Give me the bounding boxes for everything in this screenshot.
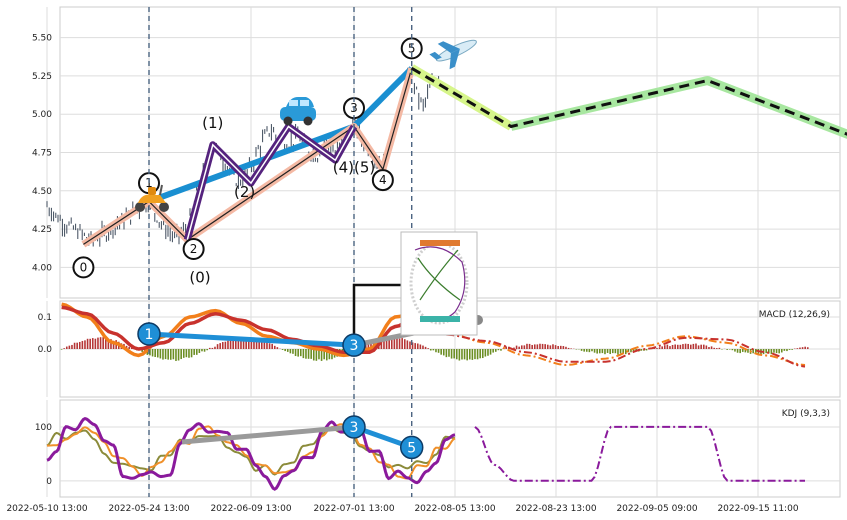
- projection-line: [410, 67, 847, 136]
- kdj-panel: 0 100 KDJ (9,3,3): [35, 399, 841, 498]
- divergence-badge-label: 3: [350, 338, 359, 354]
- subwave-label: (0): [189, 269, 210, 287]
- divergence-badge-label: 3: [350, 420, 359, 436]
- wave-marker-label: 4: [379, 173, 387, 187]
- subwave-label: (4)(5): [333, 158, 376, 176]
- divergence-badge: [342, 415, 366, 439]
- kdj-gray-line: [181, 424, 355, 445]
- x-tick-label: 2022-08-23 13:00: [515, 504, 596, 514]
- kdj-d-line: [46, 427, 456, 476]
- wave-marker-label: 2: [190, 242, 198, 256]
- scooter-icon: [135, 184, 169, 212]
- macd-dea-projection: [446, 333, 806, 368]
- subwave-label: (1): [202, 114, 223, 132]
- y-tick-label: 4.00: [32, 263, 52, 273]
- x-tick-label: 2022-05-10 13:00: [6, 504, 87, 514]
- subwave-label: (2): [234, 183, 255, 201]
- x-tick-label: 2022-06-09 13:00: [210, 504, 291, 514]
- kdj-projection: [474, 425, 805, 482]
- wave-marker-label: 5: [408, 41, 416, 55]
- x-tick-label: 2022-05-24 13:00: [108, 504, 189, 514]
- airplane-icon: [429, 39, 477, 70]
- y-tick-label: 5.25: [32, 72, 52, 82]
- y-tick-label: 0: [46, 477, 52, 487]
- track-diagram-icon: [400, 231, 478, 336]
- wave-marker-circle: [72, 256, 95, 279]
- divergence-badge-label: 1: [145, 327, 154, 343]
- kdj-j-line: [46, 417, 456, 491]
- y-tick-label: 4.75: [32, 149, 52, 159]
- divergence-badge-label: 5: [407, 440, 416, 456]
- macd-dif-projection: [446, 332, 806, 367]
- y-tick-label: 5.50: [32, 34, 52, 44]
- divergence-badge: [137, 322, 161, 346]
- macd-dif-line: [61, 302, 447, 358]
- price-y-ticks: 4.00 4.25 4.50 4.75 5.00 5.25 5.50: [32, 34, 52, 274]
- kdj-title: KDJ (9,3,3): [782, 409, 830, 419]
- kdj-y-ticks: 0 100: [35, 423, 52, 487]
- kdj-lines: [46, 417, 805, 491]
- y-tick-label: 100: [35, 423, 52, 433]
- wave-marker-label: 1: [145, 176, 153, 190]
- macd-title: MACD (12,26,9): [759, 310, 830, 320]
- y-tick-label: 5.00: [32, 110, 52, 120]
- x-tick-label: 2022-09-15 11:00: [717, 504, 798, 514]
- wave-marker-circle: [371, 169, 394, 192]
- y-tick-label: 4.50: [32, 187, 52, 197]
- x-tick-label: 2022-08-05 13:00: [414, 504, 495, 514]
- callout-line: [352, 283, 402, 346]
- macd-divergence-line: [148, 331, 355, 348]
- y-tick-label: 0.0: [38, 345, 53, 355]
- x-tick-label: 2022-09-05 09:00: [616, 504, 697, 514]
- sub-wave-inner: [186, 125, 355, 240]
- macd-y-ticks: 0.0 0.1: [38, 313, 53, 355]
- wave-marker-label: 0: [80, 260, 88, 274]
- divergence-badges: 1 3 3 5: [137, 322, 424, 460]
- divergence-badge: [342, 333, 366, 357]
- car-icon: [280, 97, 316, 126]
- wave-marker-circle: [182, 237, 205, 260]
- x-axis-ticks: 2022-05-10 13:00 2022-05-24 13:00 2022-06-…: [6, 504, 798, 514]
- y-tick-label: 0.1: [38, 313, 52, 323]
- y-tick-label: 4.25: [32, 225, 52, 235]
- x-tick-label: 2022-07-01 13:00: [313, 504, 394, 514]
- divergence-badge: [399, 435, 424, 460]
